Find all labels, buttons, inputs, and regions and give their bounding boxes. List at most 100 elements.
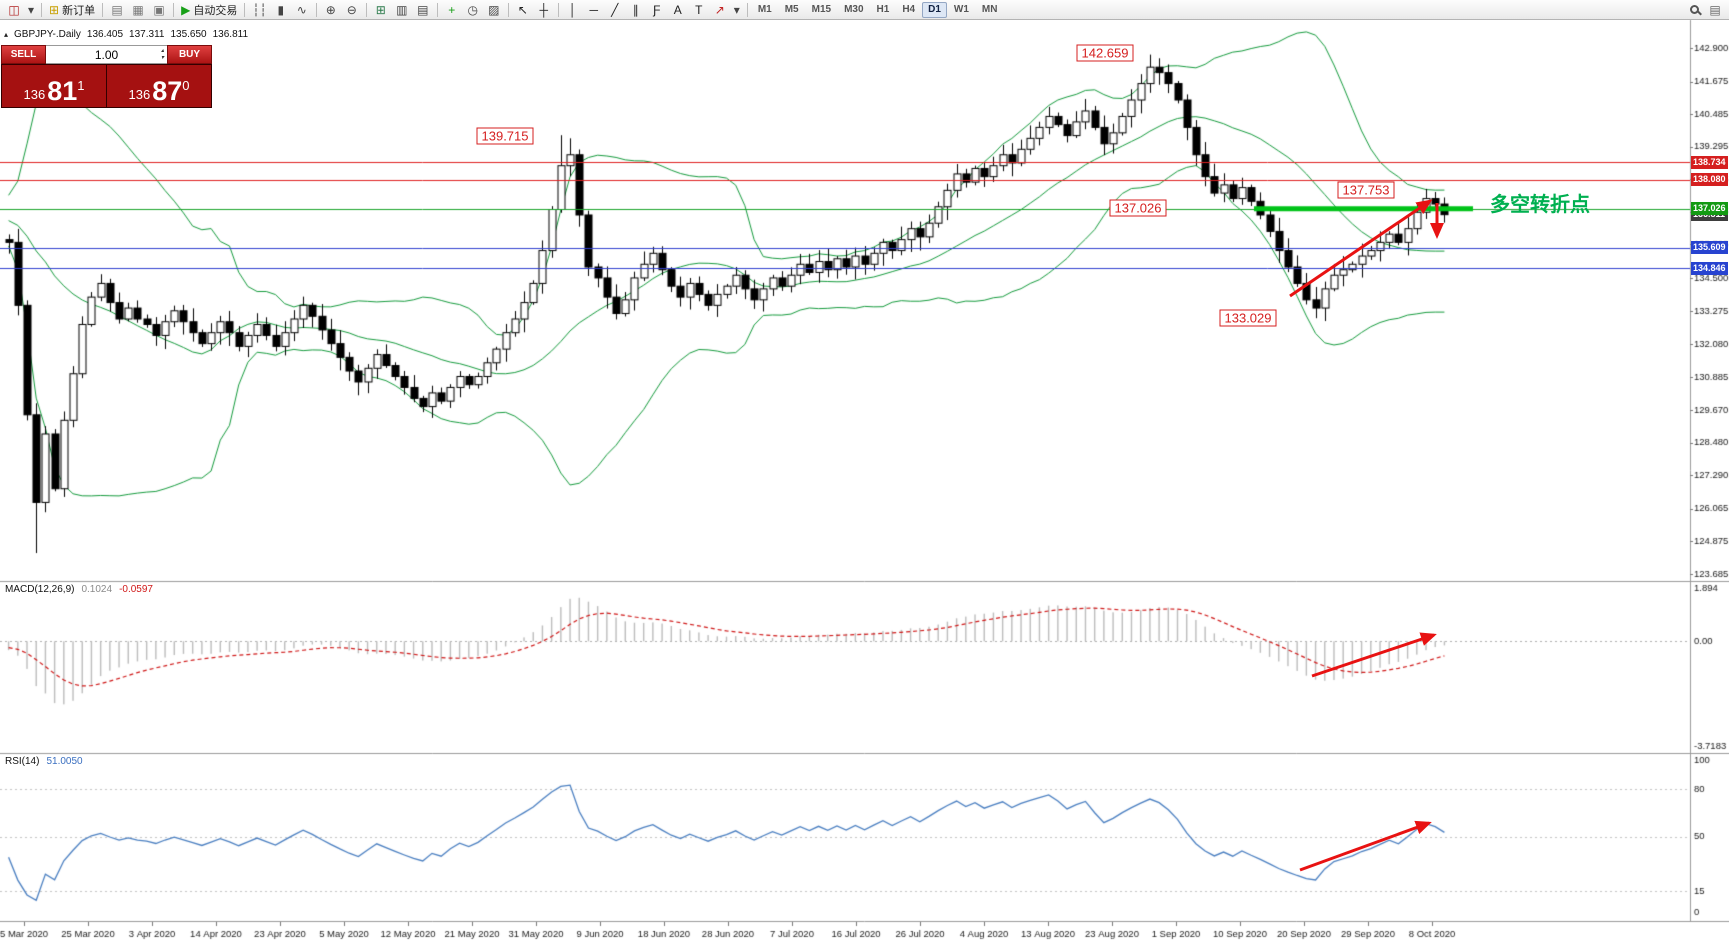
cursor-icon[interactable]: ↖ — [513, 1, 533, 19]
ohlc-open: 136.405 — [86, 29, 124, 40]
timeframe-h1-button[interactable]: H1 — [876, 4, 890, 15]
sell-price-pips: 81 — [47, 76, 78, 107]
volume-value[interactable]: 1.00 — [94, 47, 119, 62]
price-tag: 138.080 — [1691, 173, 1728, 187]
timeframe-w1-button[interactable]: W1 — [953, 4, 969, 15]
autotrading-button-label: 自动交易 — [193, 4, 238, 17]
ohlc-high: 137.311 — [129, 29, 165, 40]
text-icon[interactable]: A — [668, 1, 688, 19]
timeframe-m1-button[interactable]: M1 — [757, 4, 772, 15]
horizontal-line-icon[interactable]: ─ — [584, 1, 604, 19]
volume-spin: ▴ ▾ — [161, 48, 164, 62]
indicators-icon-glyph: + — [448, 2, 456, 17]
buy-price-pips: 87 — [152, 76, 183, 107]
line-chart-icon-glyph: ∿ — [296, 2, 307, 17]
buy-button[interactable]: BUY — [167, 45, 212, 64]
auto-arrange-icon[interactable]: ▤ — [413, 1, 433, 19]
new-order-button-label: 新订单 — [62, 4, 96, 17]
autotrading-button[interactable]: ▶ 自动交易 — [178, 1, 240, 19]
price-annotation[interactable]: 133.029 — [1219, 309, 1277, 327]
arrows-tool-dropdown-icon[interactable]: ▾ — [731, 1, 743, 19]
timeframe-m5-button[interactable]: M5 — [784, 4, 799, 15]
buy-price-pipette: 0 — [182, 78, 190, 93]
label-icon[interactable]: T — [689, 1, 709, 19]
chart-window-dropdown-icon-glyph: ▾ — [28, 2, 35, 17]
line-chart-icon[interactable]: ∿ — [292, 1, 312, 19]
volume-stepper[interactable]: 1.00 ▴ ▾ — [46, 45, 167, 64]
chart-window-icon-glyph: ◫ — [8, 2, 20, 17]
toolbar-separator — [41, 2, 43, 17]
timeframe-m30-button[interactable]: M30 — [844, 4, 864, 15]
ohlc-close: 136.811 — [212, 29, 249, 40]
buy-price-display[interactable]: 136 87 0 — [107, 65, 211, 107]
timeframe-d1-button[interactable]: D1 — [922, 1, 947, 18]
zoom-in-icon[interactable]: ⊕ — [321, 1, 341, 19]
macd-name: MACD(12,26,9) — [5, 584, 75, 595]
timeframe-mn-button[interactable]: MN — [981, 4, 998, 15]
new-order-button[interactable]: ⊞ 新订单 — [46, 1, 98, 19]
vertical-line-icon-glyph: │ — [569, 2, 577, 17]
auto-arrange-icon-glyph: ▤ — [417, 2, 429, 17]
macd-main-value: 0.1024 — [81, 584, 113, 595]
profiles-icon[interactable]: ▤ — [107, 1, 127, 19]
turning-point-note[interactable]: 多空转折点 — [1490, 194, 1590, 216]
collapse-icon[interactable]: ▴ — [4, 30, 9, 39]
fibonacci-icon[interactable]: Ƒ — [647, 1, 667, 19]
label-icon-glyph: T — [695, 2, 703, 17]
toolbar-separator — [315, 2, 317, 17]
channel-icon[interactable]: ∥ — [626, 1, 646, 19]
price-annotation[interactable]: 137.026 — [1109, 199, 1167, 217]
channel-icon-glyph: ∥ — [632, 2, 639, 17]
crosshair-icon[interactable]: ┼ — [534, 1, 554, 19]
buy-price-whole: 136 — [128, 87, 151, 102]
timeframe-h4-button[interactable]: H4 — [902, 4, 916, 15]
periods-icon[interactable]: ◷ — [463, 1, 483, 19]
price-annotation[interactable]: 137.753 — [1337, 181, 1395, 199]
sell-button[interactable]: SELL — [1, 45, 46, 64]
volume-up-icon[interactable]: ▴ — [160, 48, 164, 54]
templates-icon[interactable]: ▨ — [484, 1, 504, 19]
price-annotation[interactable]: 139.715 — [476, 127, 534, 145]
candlestick-chart-icon[interactable]: ▮ — [271, 1, 291, 19]
horizontal-line-icon-glyph: ─ — [589, 2, 599, 17]
candlestick-chart-icon-glyph: ▮ — [277, 2, 285, 17]
quick-panel-icon[interactable]: ▤ — [1705, 1, 1725, 19]
toolbar-separator — [173, 2, 175, 17]
toolbar: ◫ ▾ ⊞ 新订单 ▤ ▦ ▣ ▶ 自动交易 ┆┆ ▮ ∿ ⊕ ⊖ ⊞ ▥ ▤ + ◷ ▨ ↖ ┼ │ ─ ╱ ∥ Ƒ A T ↗ ▾ M1 M… — [0, 0, 1729, 20]
chart-window-dropdown-icon[interactable]: ▾ — [25, 1, 37, 19]
text-icon-glyph: A — [673, 2, 682, 17]
toolbar-separator — [244, 2, 246, 17]
data-window-icon[interactable]: ▣ — [149, 1, 169, 19]
arrange-windows-icon[interactable]: ▥ — [392, 1, 412, 19]
magnifier-glass — [1689, 5, 1699, 14]
zoom-in-icon-glyph: ⊕ — [325, 2, 336, 17]
price-tag: 134.846 — [1691, 261, 1728, 275]
tile-windows-icon[interactable]: ⊞ — [371, 1, 391, 19]
periods-icon-glyph: ◷ — [467, 2, 479, 17]
quick-panel-icon-glyph: ▤ — [1709, 2, 1721, 17]
zoom-out-icon[interactable]: ⊖ — [342, 1, 362, 19]
toolbar-separator — [436, 2, 438, 17]
toolbar-items: ◫ ▾ ⊞ 新订单 ▤ ▦ ▣ ▶ 自动交易 ┆┆ ▮ ∿ ⊕ ⊖ ⊞ ▥ ▤ + ◷ ▨ ↖ ┼ │ ─ ╱ ∥ Ƒ A T ↗ ▾ M1 M… — [4, 0, 1725, 19]
templates-icon-glyph: ▨ — [488, 2, 500, 17]
bar-chart-icon-glyph: ┆┆ — [252, 2, 267, 17]
sell-price-display[interactable]: 136 81 1 — [2, 65, 106, 107]
market-watch-icon-glyph: ▦ — [132, 2, 144, 17]
indicators-icon[interactable]: + — [442, 1, 462, 19]
macd-label: MACD(12,26,9) 0.1024 -0.0597 — [5, 584, 153, 595]
bar-chart-icon[interactable]: ┆┆ — [249, 1, 269, 19]
trendline-icon[interactable]: ╱ — [605, 1, 625, 19]
vertical-line-icon[interactable]: │ — [563, 1, 583, 19]
price-tag: 137.026 — [1691, 202, 1728, 216]
macd-signal-value: -0.0597 — [119, 584, 153, 595]
market-watch-icon[interactable]: ▦ — [128, 1, 148, 19]
zoom-out-icon-glyph: ⊖ — [346, 2, 357, 17]
chart-window-icon[interactable]: ◫ — [4, 1, 24, 19]
toolbar-separator — [557, 2, 559, 17]
arrows-tool-icon[interactable]: ↗ — [710, 1, 730, 19]
search-icon[interactable] — [1684, 1, 1704, 19]
timeframe-m15-button[interactable]: M15 — [811, 4, 832, 15]
price-annotation[interactable]: 142.659 — [1076, 44, 1134, 62]
volume-down-icon[interactable]: ▾ — [160, 55, 164, 61]
